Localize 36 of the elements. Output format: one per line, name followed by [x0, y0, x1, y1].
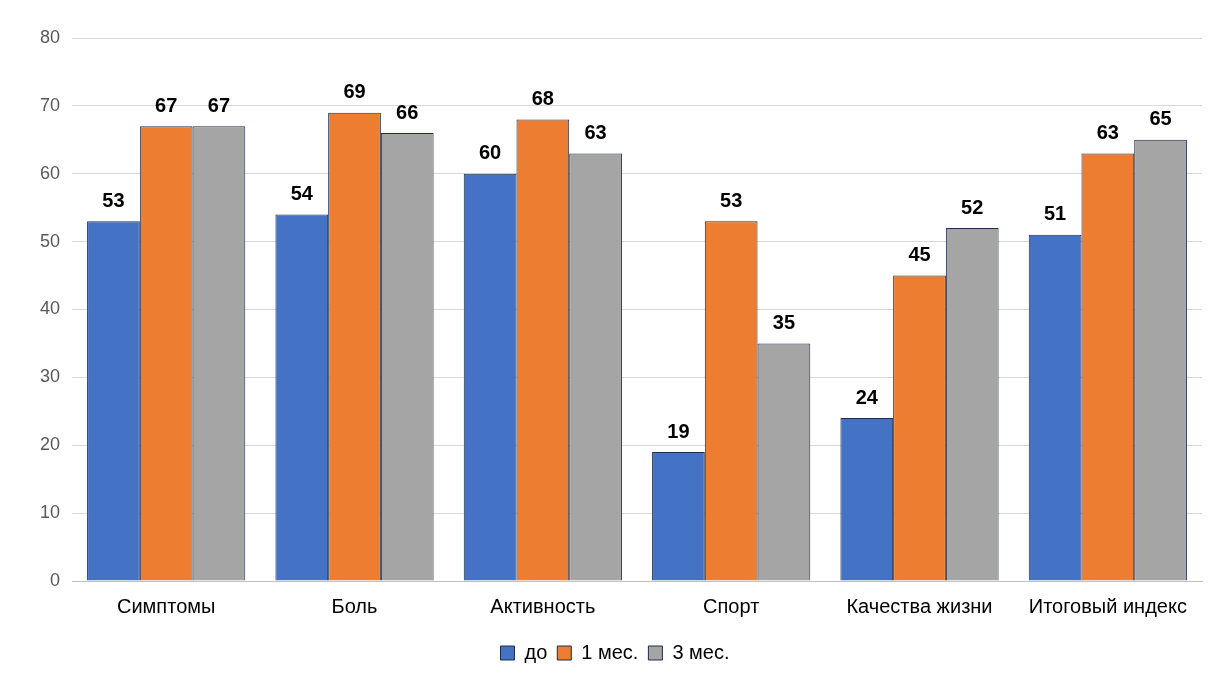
legend-label: до: [524, 640, 548, 663]
y-tick-label: 0: [50, 569, 61, 590]
data-label: 68: [531, 86, 554, 109]
data-label: 54: [290, 181, 314, 204]
data-label: 67: [207, 93, 231, 116]
legend-label: 3 мес.: [672, 640, 730, 663]
y-tick-label: 30: [39, 366, 61, 387]
y-tick-label: 50: [39, 230, 61, 251]
y-tick-label: 70: [39, 94, 61, 115]
legend-label: 1 мес.: [581, 640, 639, 663]
x-tick-label: Активность: [490, 594, 596, 617]
data-label: 24: [855, 385, 879, 408]
x-tick-label: Итоговый индекс: [1028, 594, 1187, 617]
data-label: 65: [1149, 107, 1172, 130]
y-tick-label: 40: [39, 298, 61, 319]
data-label: 53: [102, 188, 125, 211]
data-label: 53: [720, 188, 743, 211]
x-tick-label: Качества жизни: [846, 594, 993, 617]
x-tick-label: Симптомы: [116, 594, 216, 617]
data-label: 69: [343, 80, 366, 103]
data-label: 60: [478, 141, 502, 164]
y-tick-label: 80: [39, 26, 61, 47]
data-label: 51: [1043, 202, 1067, 225]
data-label: 52: [961, 195, 984, 218]
data-label: 63: [1096, 120, 1119, 143]
data-label: 67: [155, 93, 178, 116]
data-label: 19: [667, 419, 690, 442]
x-tick-label: Боль: [331, 594, 378, 617]
data-label: 66: [396, 100, 419, 123]
x-tick-label: Спорт: [703, 594, 760, 617]
y-tick-label: 10: [39, 502, 61, 523]
data-label: 63: [584, 120, 607, 143]
y-tick-label: 20: [39, 434, 61, 455]
data-label: 45: [908, 243, 931, 266]
y-tick-label: 60: [39, 162, 61, 183]
data-label: 35: [772, 310, 796, 333]
